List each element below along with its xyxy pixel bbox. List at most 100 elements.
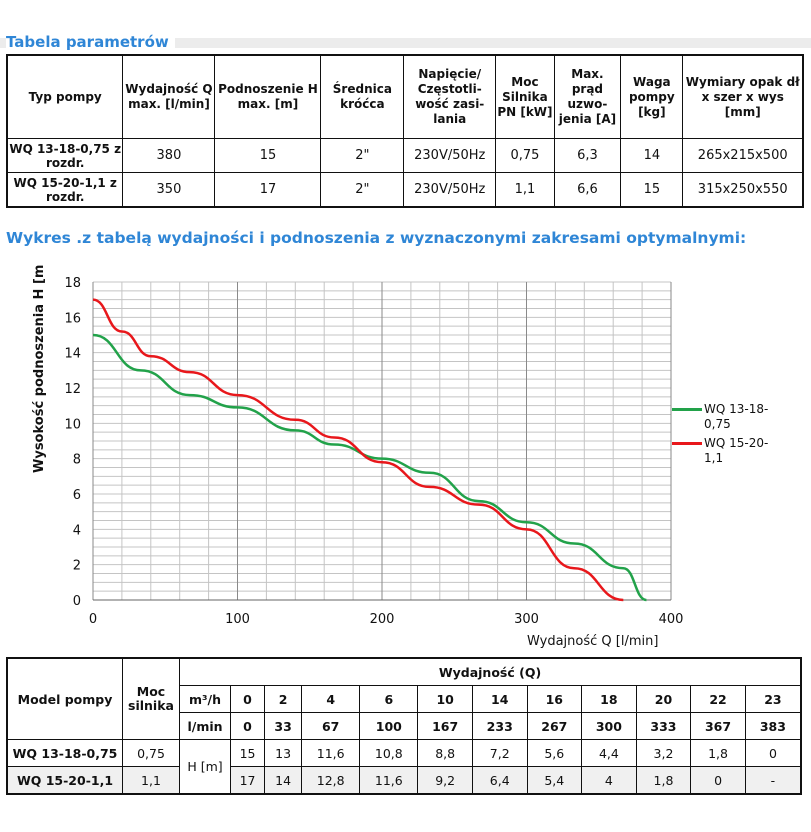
table-cell: 17 (214, 172, 322, 208)
table-cell: 1,8 (635, 766, 692, 795)
table-cell: 0 (744, 739, 802, 767)
table-cell: 12,8 (301, 766, 361, 795)
table-cell: 350 (122, 172, 216, 208)
column-header: Moc Silnika PN [kW] (495, 54, 555, 139)
table-cell: 15 (229, 739, 266, 767)
table-cell: - (744, 766, 802, 795)
model-cell: WQ 15-20-1,1 (6, 766, 123, 795)
table-cell: 10 (417, 685, 473, 713)
legend-label: WQ 15-20-1,1 (704, 436, 769, 465)
power-cell: 1,1 (122, 766, 180, 795)
column-header: Waga pompy [kg] (620, 54, 684, 139)
table-cell: 5,4 (526, 766, 583, 795)
legend-label: WQ 13-18-0,75 (704, 402, 769, 431)
table-cell: 13 (264, 739, 303, 767)
y-tick-label: 6 (73, 488, 81, 503)
column-header: Wydajność Q max. [l/min] (122, 54, 216, 139)
page-title: Tabela parametrów (6, 33, 175, 51)
table-cell: 6,3 (553, 138, 622, 173)
table-cell: 20 (635, 685, 692, 713)
table-row: WQ 13-18-0,75 z rozdr. 380 15 2" 230V/50Hz 0,… (6, 138, 804, 173)
legend-item: WQ 13-18-0,75 (672, 402, 782, 432)
table-cell: 11,6 (301, 739, 361, 767)
table-cell: 233 (471, 712, 528, 740)
pump-type-cell: WQ 15-20-1,1 z rozdr. (6, 172, 124, 208)
table-row: WQ 15-20-1,1 z rozdr. 350 17 2" 230V/50Hz 1,1… (6, 172, 804, 208)
pump-type-cell: WQ 13-18-0,75 z rozdr. (6, 138, 124, 173)
power-cell: 0,75 (122, 739, 180, 767)
table-cell: 1,8 (690, 739, 746, 767)
table-cell: 333 (635, 712, 692, 740)
table-cell: 23 (744, 685, 802, 713)
table-cell: 6 (359, 685, 419, 713)
parameters-table: Typ pompy Wydajność Q max. [l/min] Podnosz… (6, 54, 804, 208)
table-cell: 167 (417, 712, 473, 740)
table-cell: 22 (690, 685, 746, 713)
table-cell: 2" (320, 138, 405, 173)
table-cell: 9,2 (417, 766, 473, 795)
header-bar (0, 38, 811, 48)
table-cell: 14 (264, 766, 303, 795)
table-cell: 300 (581, 712, 637, 740)
table-cell: 2" (320, 172, 405, 208)
table-cell: 367 (690, 712, 746, 740)
y-tick-label: 14 (64, 347, 81, 362)
table-cell: 16 (526, 685, 583, 713)
table-cell: 15 (620, 172, 684, 208)
column-header: Podnoszenie H max. [m] (214, 54, 322, 139)
table-cell: 265x215x500 (682, 138, 804, 173)
table-cell: 7,2 (471, 739, 528, 767)
x-tick-label: 200 (370, 612, 395, 627)
table-cell: 1,1 (495, 172, 555, 208)
table-cell: 315x250x550 (682, 172, 804, 208)
column-header: Napięcie/ Częstotli-wość zasi-lania (403, 54, 497, 139)
table-cell: 11,6 (359, 766, 419, 795)
model-cell: WQ 13-18-0,75 (6, 739, 123, 767)
chart-heading: Wykres .z tabelą wydajności i podnoszeni… (6, 229, 747, 247)
y-tick-label: 12 (64, 382, 81, 397)
table-cell: 267 (526, 712, 583, 740)
x-axis-label: Wydajność Q [l/min] (527, 634, 658, 649)
x-tick-label: 400 (659, 612, 684, 627)
table-cell: 4,4 (581, 739, 637, 767)
table-cell: 0 (229, 712, 266, 740)
table-cell: 4 (301, 685, 361, 713)
y-tick-label: 2 (73, 559, 81, 574)
table-cell: 100 (359, 712, 419, 740)
legend-item: WQ 15-20-1,1 (672, 436, 782, 466)
legend-swatch (672, 408, 702, 411)
table-cell: 18 (581, 685, 637, 713)
table-cell: 14 (620, 138, 684, 173)
column-header: Typ pompy (6, 54, 124, 139)
table-cell: 17 (229, 766, 266, 795)
performance-table: Model pompy Moc silnika Wydajność (Q) m³… (6, 657, 802, 795)
model-header: Model pompy (6, 657, 123, 740)
table-cell: 0 (690, 766, 746, 795)
series-line-2 (92, 298, 624, 602)
table-cell: 6,6 (553, 172, 622, 208)
head-label: H [m] (179, 739, 231, 795)
y-tick-label: 8 (73, 453, 81, 468)
capacity-header: Wydajność (Q) (179, 657, 802, 686)
y-axis-label: Wysokość podnoszenia H [m] (32, 265, 47, 473)
y-tick-label: 10 (64, 417, 81, 432)
table-cell: 14 (471, 685, 528, 713)
column-header: Wymiary opak dł x szer x wys [mm] (682, 54, 804, 139)
table-cell: 230V/50Hz (403, 138, 497, 173)
x-tick-label: 0 (89, 612, 97, 627)
unit-m3h: m³/h (179, 685, 231, 713)
table-cell: 15 (214, 138, 322, 173)
table-cell: 3,2 (635, 739, 692, 767)
table-cell: 2 (264, 685, 303, 713)
x-tick-label: 100 (225, 612, 250, 627)
table-cell: 10,8 (359, 739, 419, 767)
column-header: Średnica króćca (320, 54, 405, 139)
y-tick-label: 18 (64, 276, 81, 291)
column-header: Max. prąd uzwo-jenia [A] (553, 54, 622, 139)
table-cell: 5,6 (526, 739, 583, 767)
table-cell: 380 (122, 138, 216, 173)
table-cell: 0 (229, 685, 266, 713)
table-cell: 33 (264, 712, 303, 740)
x-tick-label: 300 (514, 612, 539, 627)
